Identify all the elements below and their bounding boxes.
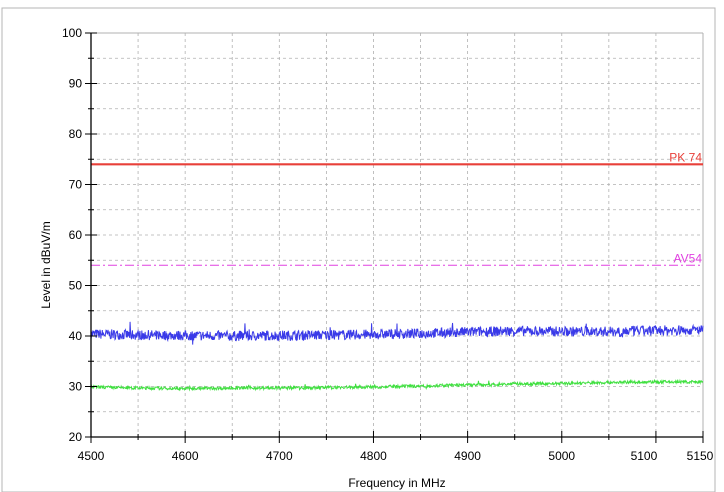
data-series <box>90 321 704 392</box>
y-tick-label: 100 <box>62 26 82 40</box>
y-tick-label: 30 <box>69 380 83 394</box>
grid <box>91 32 704 437</box>
chart-outer-frame <box>1 7 716 492</box>
limit-line-label: PK 74 <box>669 150 702 164</box>
x-tick-label: 5100 <box>631 449 658 463</box>
y-tick-label: 80 <box>69 127 83 141</box>
x-tick-label: 4500 <box>78 449 105 463</box>
y-tick-label: 90 <box>69 77 83 91</box>
series-trace-2 <box>90 378 704 392</box>
x-tick-label: 4600 <box>172 449 199 463</box>
series-trace-1 <box>90 321 704 345</box>
limit-lines: PK 74 AV54 <box>91 150 703 266</box>
y-tick-label: 50 <box>69 279 83 293</box>
x-tick-label: 5150 <box>687 449 714 463</box>
y-tick-label: 40 <box>69 329 83 343</box>
y-tick-label: 70 <box>69 178 83 192</box>
tick-labels: 20 30 40 50 60 70 80 90 100 4500 4600 4700 4800 4900 5… <box>62 26 714 463</box>
y-axis-title: Level in dBuV/m <box>39 221 53 308</box>
x-axis-title: Frequency in MHz <box>348 476 445 490</box>
y-tick-label: 60 <box>69 228 83 242</box>
y-tick-label: 20 <box>69 430 83 444</box>
axes <box>85 32 704 443</box>
x-tick-label: 4800 <box>360 449 387 463</box>
x-tick-label: 4900 <box>454 449 481 463</box>
x-tick-label: 5000 <box>548 449 575 463</box>
limit-line-label: AV54 <box>674 251 703 265</box>
x-tick-label: 4700 <box>266 449 293 463</box>
